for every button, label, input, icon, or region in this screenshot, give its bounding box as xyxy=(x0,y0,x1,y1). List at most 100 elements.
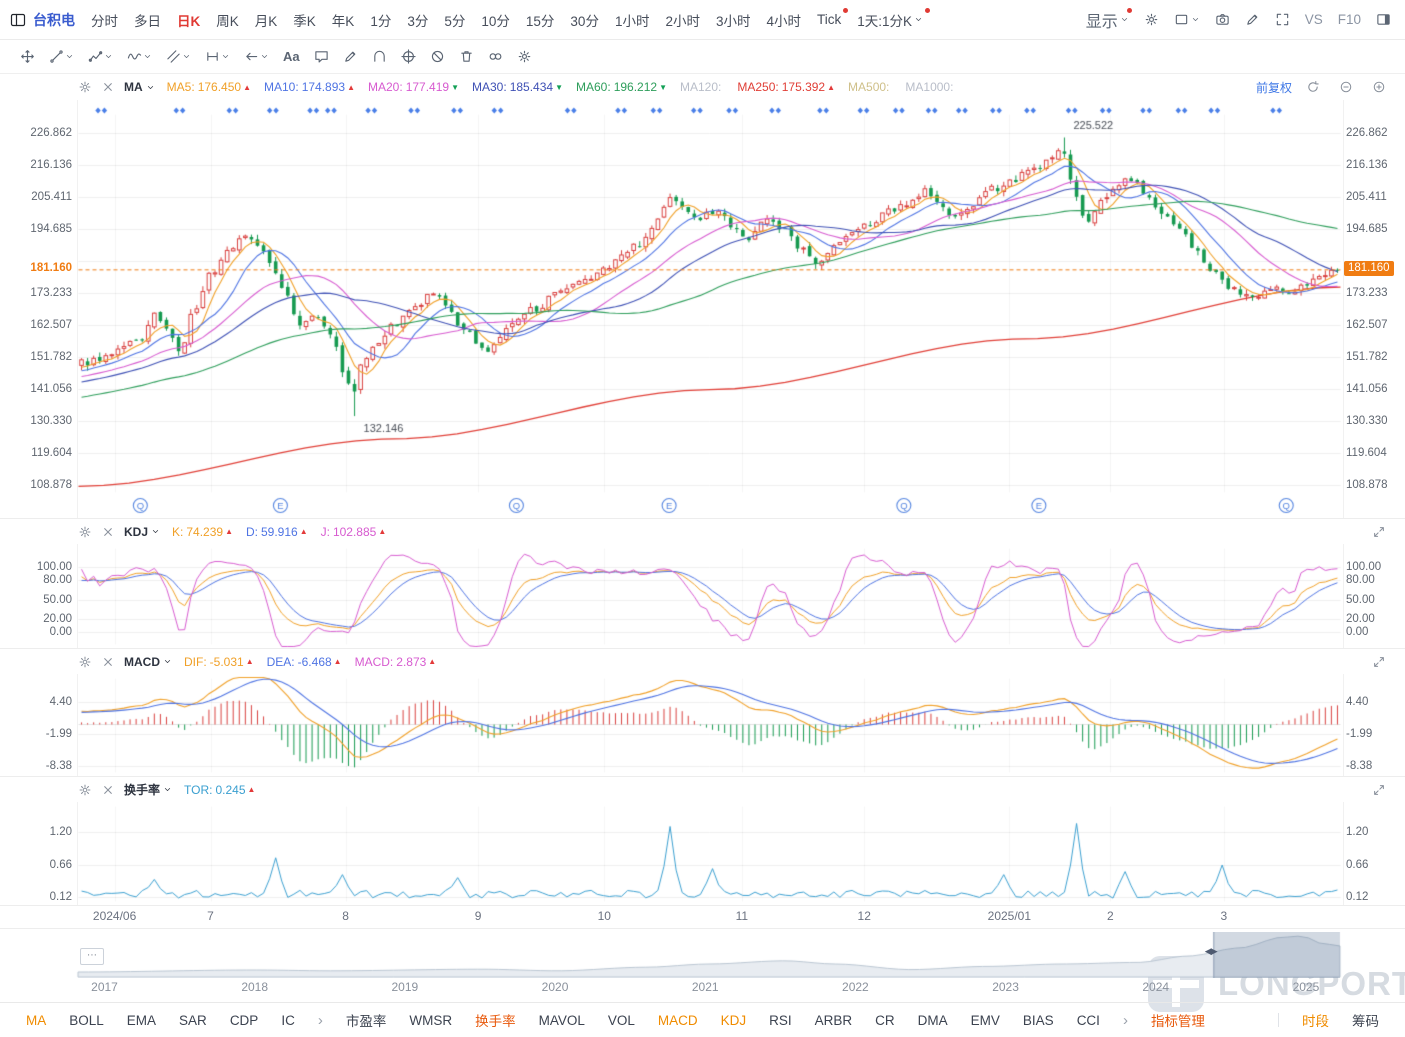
timeframe-tab[interactable]: 1小时 xyxy=(614,13,650,29)
adjust-mode-button[interactable]: 前复权 xyxy=(1255,80,1292,95)
right-panel-toggle-icon[interactable] xyxy=(1372,0,1395,40)
chart-settings-gear-icon[interactable] xyxy=(1140,0,1163,40)
timeframe-tab[interactable]: 30分 xyxy=(570,13,599,29)
polyline-tool[interactable] xyxy=(82,49,119,64)
kdj-indicator-select[interactable]: KDJ xyxy=(124,525,160,539)
indicator-tab[interactable]: BOLL xyxy=(69,1012,104,1028)
measure-tool[interactable] xyxy=(199,49,236,64)
indicator-tab[interactable]: RSI xyxy=(769,1012,792,1028)
zoom-out-icon[interactable] xyxy=(1339,80,1353,94)
time-axis-label: 10 xyxy=(597,909,611,923)
kdj-close-icon[interactable] xyxy=(101,525,115,539)
navigator-range-handle[interactable]: ◀▶ xyxy=(1204,946,1218,956)
refresh-icon[interactable] xyxy=(1306,80,1320,94)
turnover-close-icon[interactable] xyxy=(101,783,115,797)
axis-label: 0.12 xyxy=(1346,891,1369,903)
fib-circle-tool[interactable] xyxy=(395,49,422,64)
channel-tool[interactable] xyxy=(160,49,197,64)
app-logo-icon[interactable] xyxy=(10,12,26,28)
macd-expand-icon[interactable] xyxy=(1372,655,1386,669)
f10-fundamentals-button[interactable]: F10 xyxy=(1337,12,1361,27)
timeframe-tab[interactable]: Tick xyxy=(809,0,849,40)
ma-settings-gear-icon[interactable] xyxy=(78,80,92,94)
indicator-tab[interactable]: EMA xyxy=(126,1012,157,1028)
more-indicators-chevron[interactable]: › xyxy=(1122,1011,1128,1029)
indicator-tab[interactable]: CDP xyxy=(229,1012,259,1028)
indicator-tab[interactable]: CCI xyxy=(1076,1012,1100,1028)
indicator-tab[interactable]: VOL xyxy=(607,1012,635,1028)
ma-close-icon[interactable] xyxy=(101,80,115,94)
navigator-canvas[interactable] xyxy=(0,932,1405,978)
indicator-tab[interactable]: CR xyxy=(875,1012,895,1028)
magnet-tool[interactable] xyxy=(482,49,509,64)
macd-close-icon[interactable] xyxy=(101,655,115,669)
drawing-settings-button[interactable] xyxy=(511,49,538,64)
pencil-tool[interactable] xyxy=(337,49,364,64)
turnover-settings-gear-icon[interactable] xyxy=(78,783,92,797)
kdj-expand-icon[interactable] xyxy=(1372,525,1386,539)
layout-select-button[interactable] xyxy=(1170,0,1204,40)
macd-indicator-select[interactable]: MACD xyxy=(124,655,172,669)
timeframe-tab[interactable]: 15分 xyxy=(525,13,555,29)
indicator-tab[interactable]: 时段 xyxy=(1302,1014,1329,1029)
turnover-chart-canvas[interactable] xyxy=(0,802,1405,905)
timeframe-tab[interactable]: 多日 xyxy=(134,13,161,29)
indicator-tab[interactable]: MA xyxy=(26,1012,47,1028)
indicator-manage-button[interactable]: 指标管理 xyxy=(1150,1014,1205,1029)
indicator-tab[interactable]: MACD xyxy=(657,1012,698,1028)
kdj-settings-gear-icon[interactable] xyxy=(78,525,92,539)
indicator-tab[interactable]: MAVOL xyxy=(538,1012,585,1028)
pan-tool[interactable] xyxy=(14,49,41,64)
timeframe-tab[interactable]: 2小时 xyxy=(665,13,700,29)
more-indicators-chevron[interactable]: › xyxy=(317,1011,323,1029)
indicator-tab[interactable]: SAR xyxy=(179,1012,207,1028)
timeframe-tab[interactable]: 月K xyxy=(254,13,278,29)
screenshot-camera-icon[interactable] xyxy=(1211,0,1234,40)
timeframe-tab[interactable]: 周K xyxy=(216,13,239,29)
kdj-chart-canvas[interactable] xyxy=(0,544,1405,648)
turnover-expand-icon[interactable] xyxy=(1372,783,1386,797)
timeframe-tab[interactable]: 5分 xyxy=(444,13,466,29)
main-chart-canvas[interactable] xyxy=(0,100,1405,518)
indicator-tab[interactable]: IC xyxy=(281,1012,295,1028)
stock-name-button[interactable]: 台积电 xyxy=(33,11,75,28)
arrow-tool[interactable] xyxy=(238,49,275,64)
macd-chart-canvas[interactable] xyxy=(0,674,1405,776)
indicator-tab[interactable]: ARBR xyxy=(814,1012,853,1028)
timeframe-tab[interactable]: 10分 xyxy=(481,13,510,29)
macd-settings-gear-icon[interactable] xyxy=(78,655,92,669)
indicator-tab[interactable]: 市盈率 xyxy=(345,1014,387,1029)
ma-indicator-select[interactable]: MA xyxy=(124,80,155,94)
comment-tool[interactable] xyxy=(308,49,335,64)
hide-drawings-button[interactable] xyxy=(424,49,451,64)
indicator-tab[interactable]: KDJ xyxy=(720,1012,747,1028)
trendline-tool[interactable] xyxy=(43,49,80,64)
timeframe-tab[interactable]: 3小时 xyxy=(715,13,751,29)
timeframe-tab[interactable]: 季K xyxy=(293,13,316,29)
timeframe-tab[interactable]: 1天:1分K xyxy=(849,0,931,40)
indicator-value: MACD: 2.873 ▲ xyxy=(354,654,437,669)
timeframe-tab[interactable]: 4小时 xyxy=(766,13,802,29)
indicator-tab[interactable]: EMV xyxy=(970,1012,1000,1028)
fullscreen-icon[interactable] xyxy=(1271,0,1294,40)
arc-tool[interactable] xyxy=(366,49,393,64)
timeframe-tab[interactable]: 3分 xyxy=(407,13,429,29)
text-tool[interactable]: Aa xyxy=(283,49,300,64)
indicator-tab[interactable]: 筹码 xyxy=(1352,1014,1379,1029)
navigator-menu-button[interactable]: ⋯ xyxy=(80,948,104,965)
turnover-indicator-select[interactable]: 换手率 xyxy=(124,781,172,798)
indicator-tab[interactable]: 换手率 xyxy=(475,1014,516,1029)
indicator-tab[interactable]: BIAS xyxy=(1022,1012,1054,1028)
delete-drawings-button[interactable] xyxy=(453,49,480,64)
timeframe-tab[interactable]: 分时 xyxy=(91,13,118,29)
edit-pencil-icon[interactable] xyxy=(1241,0,1264,40)
display-menu-button[interactable]: 显示 xyxy=(1082,0,1133,40)
zoom-in-icon[interactable] xyxy=(1372,80,1386,94)
indicator-tab[interactable]: DMA xyxy=(917,1012,948,1028)
wave-tool[interactable] xyxy=(121,49,158,64)
vs-compare-button[interactable]: VS xyxy=(1304,12,1323,27)
indicator-tab[interactable]: WMSR xyxy=(409,1012,453,1028)
timeframe-tab[interactable]: 日K xyxy=(177,13,201,29)
timeframe-tab[interactable]: 年K xyxy=(331,13,355,29)
timeframe-tab[interactable]: 1分 xyxy=(370,13,392,29)
